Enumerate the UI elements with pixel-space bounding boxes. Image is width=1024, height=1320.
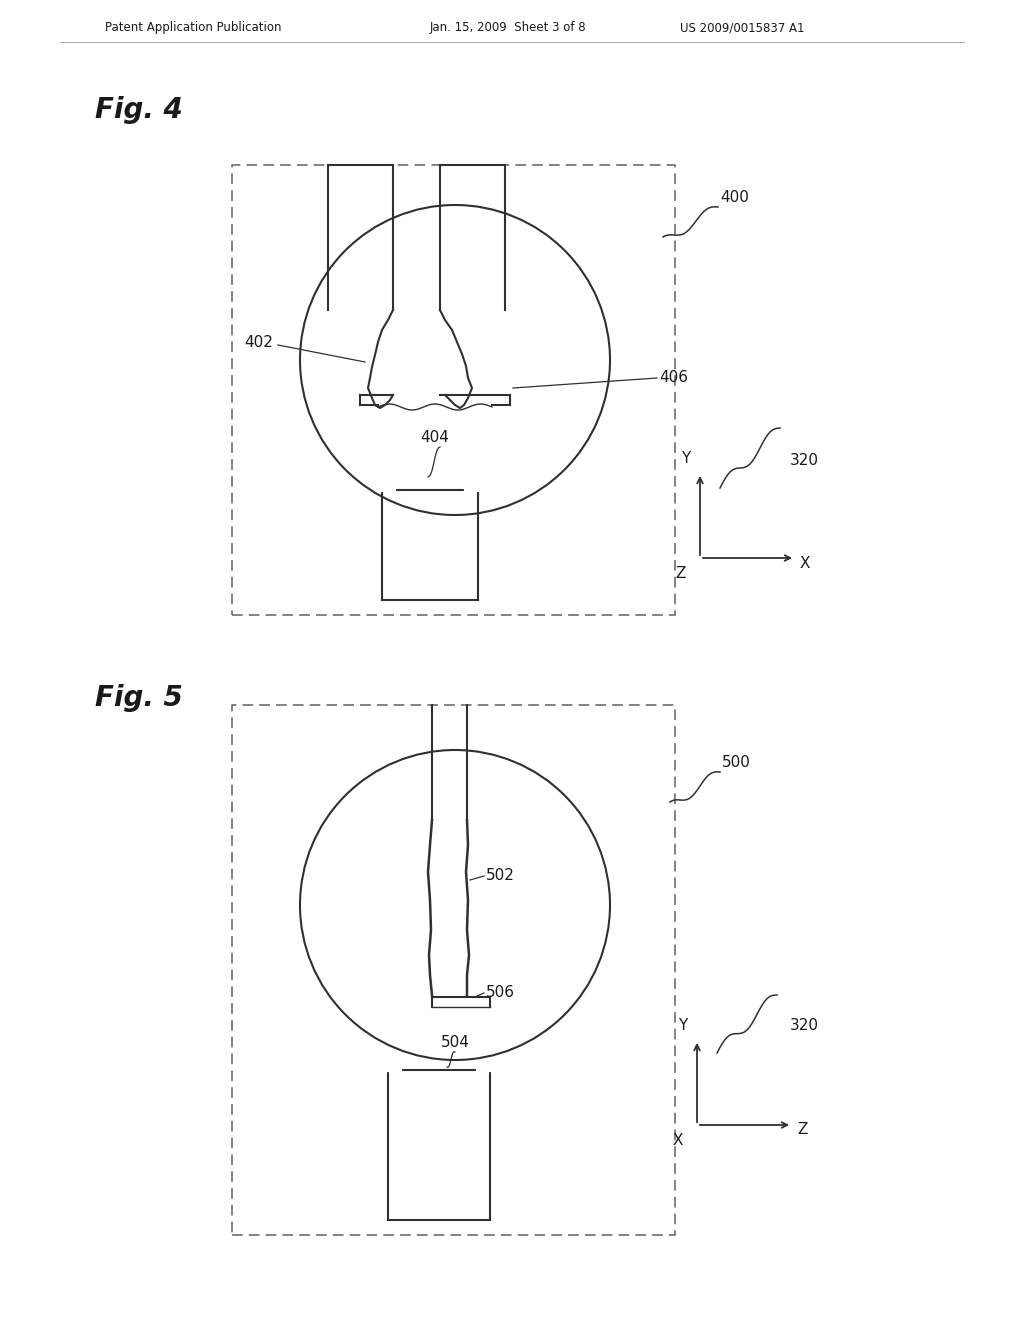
Text: X: X: [800, 556, 811, 570]
Text: 404: 404: [421, 430, 450, 445]
Text: 320: 320: [790, 453, 819, 469]
Text: Y: Y: [678, 1018, 688, 1034]
Text: 320: 320: [790, 1018, 819, 1034]
Text: Patent Application Publication: Patent Application Publication: [105, 21, 282, 34]
Text: 506: 506: [486, 985, 515, 1001]
Bar: [232, 705, 675, 1236]
Bar: [232, 165, 675, 615]
Text: 500: 500: [722, 755, 751, 770]
Text: Fig. 5: Fig. 5: [95, 684, 182, 711]
Text: Z: Z: [676, 566, 686, 581]
Text: 402: 402: [244, 335, 272, 350]
Text: Fig. 4: Fig. 4: [95, 96, 182, 124]
Text: 406: 406: [659, 370, 688, 385]
Text: Y: Y: [681, 451, 690, 466]
Text: Jan. 15, 2009  Sheet 3 of 8: Jan. 15, 2009 Sheet 3 of 8: [430, 21, 587, 34]
Text: 400: 400: [720, 190, 749, 205]
Text: 502: 502: [486, 869, 515, 883]
Text: X: X: [673, 1133, 683, 1148]
Text: US 2009/0015837 A1: US 2009/0015837 A1: [680, 21, 805, 34]
Text: 504: 504: [440, 1035, 469, 1049]
Text: Z: Z: [797, 1122, 807, 1138]
